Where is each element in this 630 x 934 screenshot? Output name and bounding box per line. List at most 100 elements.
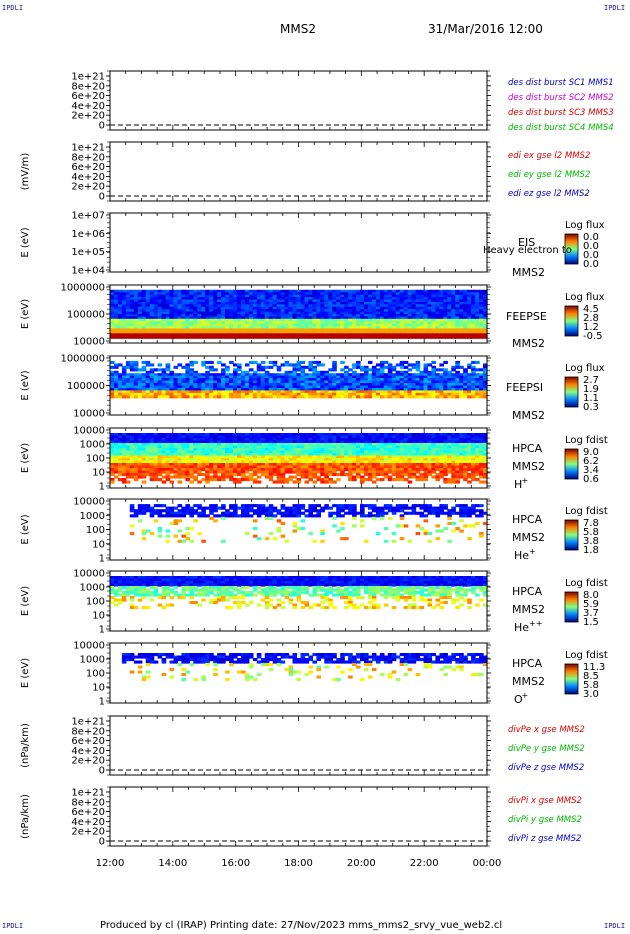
heatmap-cell [427, 318, 433, 322]
heatmap-cell [431, 390, 436, 394]
heatmap-cell [344, 438, 349, 442]
heatmap-cell [304, 309, 310, 313]
heatmap-cell [312, 370, 317, 374]
heatmap-cell [407, 435, 413, 439]
heatmap-cell [340, 316, 345, 320]
heatmap-cell [149, 335, 155, 339]
heatmap-cell [312, 448, 317, 452]
heatmap-cell [213, 443, 218, 447]
heatmap-cell [451, 297, 456, 301]
heatmap-cell [181, 475, 186, 479]
heatmap-cell [324, 380, 329, 384]
heatmap-cell [252, 373, 258, 377]
heatmap-cell [185, 468, 190, 472]
heatmap-cell [173, 383, 179, 387]
heatmap-cell [169, 435, 175, 439]
heatmap-cell [463, 335, 468, 339]
heatmap-cell [375, 370, 381, 374]
heatmap-cell [352, 455, 357, 459]
heatmap-cell [391, 318, 397, 322]
heatmap-cell [387, 318, 393, 322]
heatmap-cell [308, 392, 313, 396]
heatmap-cell [233, 363, 238, 367]
heatmap-cell [463, 375, 468, 379]
heatmap-cell [133, 440, 139, 444]
heatmap-cell [447, 390, 452, 394]
heatmap-cell [149, 478, 155, 482]
heatmap-cell [244, 306, 250, 310]
heatmap-cell [435, 304, 440, 308]
heatmap-cell [312, 311, 317, 315]
heatmap-cell [292, 388, 298, 392]
heatmap-cell [300, 383, 306, 387]
heatmap-cell [125, 373, 131, 377]
heatmap-cell [304, 440, 310, 444]
heatmap-cell [252, 294, 258, 298]
heatmap-cell [201, 309, 206, 313]
heatmap-cell [233, 390, 238, 394]
heatmap-cell [110, 301, 115, 305]
heatmap-cell [304, 463, 310, 467]
heatmap-cell [256, 368, 262, 372]
heatmap-cell [201, 460, 206, 464]
heatmap-cell [161, 392, 167, 396]
heatmap-cell [145, 373, 151, 377]
heatmap-cell [125, 365, 131, 369]
heatmap-cell [225, 328, 230, 332]
heatmap-cell [129, 335, 135, 339]
heatmap-cell [205, 360, 210, 364]
heatmap-cell [300, 445, 306, 449]
heatmap-cell [272, 311, 278, 315]
heatmap-cell [308, 306, 313, 310]
heatmap-cell [443, 314, 448, 317]
heatmap-cell [407, 455, 413, 459]
heatmap-cell [161, 323, 167, 327]
heatmap-cell [475, 328, 480, 332]
heatmap-cell [213, 440, 218, 444]
heatmap-cell [221, 465, 226, 469]
heatmap-cell [483, 299, 488, 303]
heatmap-cell [110, 385, 115, 389]
heatmap-cell [431, 373, 436, 377]
heatmap-cell [463, 373, 468, 377]
heatmap-cell [304, 299, 310, 303]
heatmap-cell [387, 463, 393, 467]
heatmap-cell [364, 463, 369, 467]
heatmap-cell [276, 450, 282, 454]
heatmap-cell [467, 318, 472, 322]
heatmap-cell [328, 373, 333, 377]
heatmap-cell [348, 309, 353, 313]
heatmap-cell [379, 370, 385, 374]
heatmap-cell [316, 323, 321, 327]
heatmap-cell [173, 375, 179, 379]
heatmap-cell [125, 385, 131, 389]
heatmap-cell [272, 292, 278, 296]
heatmap-cell [395, 333, 401, 337]
heatmap-cell [221, 375, 226, 379]
heatmap-cell [332, 365, 337, 369]
heatmap-cell [272, 480, 278, 484]
heatmap-cell [217, 360, 222, 364]
heatmap-cell [439, 330, 444, 334]
heatmap-cell [312, 289, 317, 293]
heatmap-cell [364, 378, 369, 382]
heatmap-cell [451, 380, 456, 384]
heatmap-cell [161, 465, 167, 469]
heatmap-cell [252, 438, 258, 442]
heatmap-cell [221, 333, 226, 337]
heatmap-cell [387, 335, 393, 339]
heatmap-cell [276, 328, 282, 332]
heatmap-cell [308, 470, 313, 474]
heatmap-cell [221, 330, 226, 334]
heatmap-cell [256, 445, 262, 449]
heatmap-cell [399, 465, 405, 469]
heatmap-cell [395, 453, 401, 457]
heatmap-cell [431, 388, 436, 392]
heatmap-cell [133, 321, 139, 325]
heatmap-cell [340, 450, 345, 454]
heatmap-cell [185, 460, 190, 464]
heatmap-cell [165, 306, 171, 310]
heatmap-cell [165, 475, 171, 479]
heatmap-cell [387, 385, 393, 389]
heatmap-cell [121, 378, 127, 382]
